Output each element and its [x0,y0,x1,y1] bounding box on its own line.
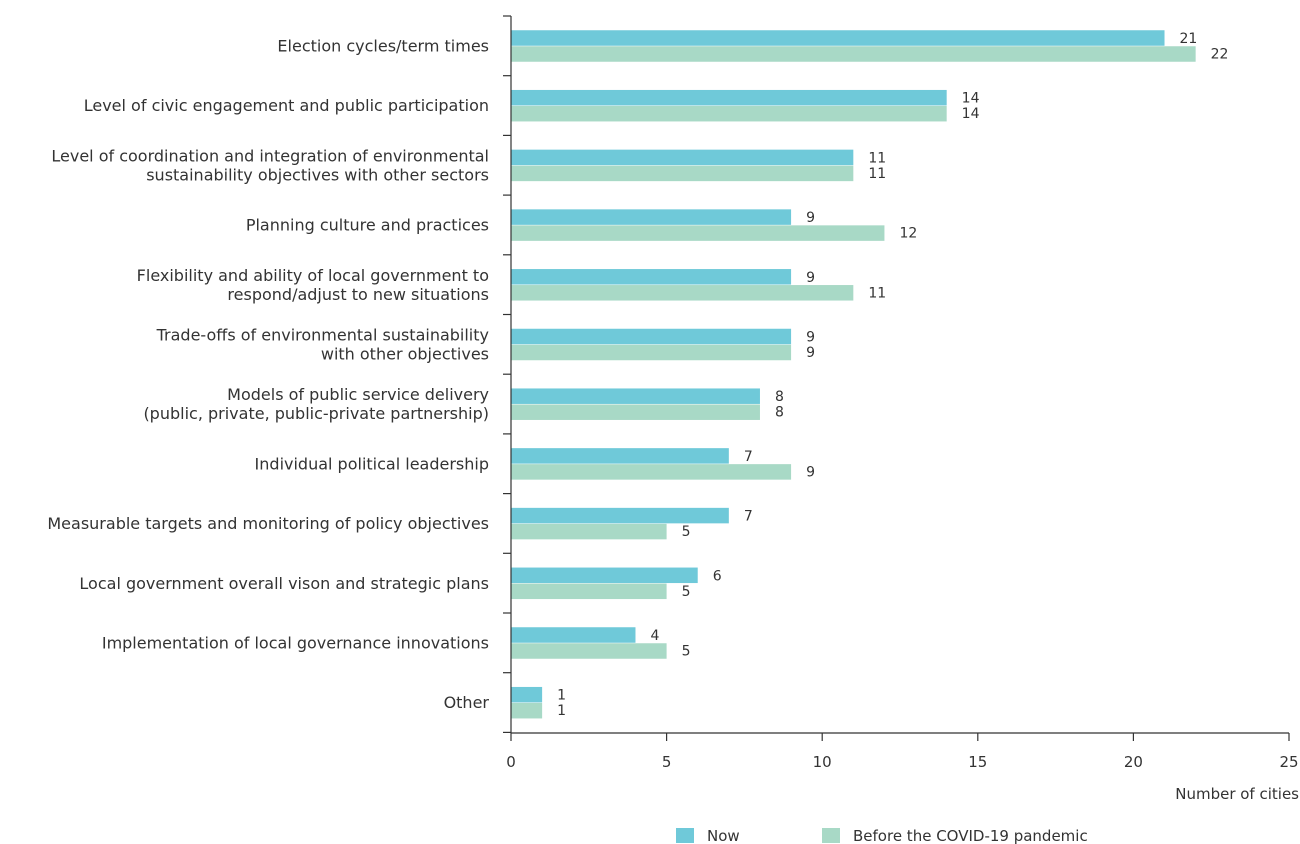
bar-before-covid [511,225,885,241]
legend-label-now: Now [707,827,740,844]
value-label-before-covid: 5 [682,644,691,660]
x-tick-label: 15 [968,753,987,771]
value-label-before-covid: 22 [1211,47,1229,63]
category-label-line: (public, private, public-private partner… [143,404,489,423]
bar-now [511,30,1165,46]
value-label-before-covid: 1 [557,703,566,719]
value-label-now: 14 [962,91,980,107]
value-label-before-covid: 11 [868,166,886,182]
value-label-before-covid: 9 [806,464,815,480]
category-label: Models of public service delivery (public… [143,385,489,423]
category-label-line: with other objectives [321,345,489,364]
category-label-line: Election cycles/term times [277,37,489,56]
category-labels-group: Election cycles/term times Level of civic… [47,37,489,713]
legend: Now Before the COVID-19 pandemic [676,827,1088,844]
category-label-line: Level of civic engagement and public par… [84,96,489,115]
value-label-now: 6 [713,568,722,584]
category-label: Measurable targets and monitoring of pol… [47,514,489,533]
bar-before-covid [511,285,854,301]
category-label-line: Implementation of local governance innov… [102,634,489,653]
bar-before-covid [511,344,792,361]
value-label-before-covid: 9 [806,345,815,361]
bar-before-covid [511,105,947,122]
category-label-line: Local government overall vison and strat… [79,574,489,593]
category-label-line: Trade-offs of environmental sustainabili… [156,326,489,345]
category-label-line: respond/adjust to new situations [227,285,489,304]
bar-now [511,328,792,345]
value-label-now: 7 [744,449,753,465]
bar-now [511,388,760,404]
bars-group [511,30,1196,719]
value-label-before-covid: 5 [682,524,691,540]
bar-before-covid [511,404,760,420]
bar-now [511,507,729,524]
category-label-line: Planning culture and practices [246,216,489,235]
category-label: Election cycles/term times [277,37,489,56]
category-label: Implementation of local governance innov… [102,634,489,653]
bar-now [511,89,947,106]
value-label-now: 9 [806,330,815,346]
x-tick-label: 20 [1124,753,1143,771]
category-label-line: Individual political leadership [255,454,489,473]
value-label-now: 11 [868,150,886,166]
bar-now [511,567,698,584]
value-label-now: 9 [806,270,815,286]
category-label-line: Level of coordination and integration of… [51,146,489,165]
x-tick-label: 5 [662,753,672,771]
category-label: Individual political leadership [255,454,489,473]
bar-before-covid [511,464,792,480]
category-label-line: sustainability objectives with other sec… [146,165,489,184]
category-label: Level of coordination and integration of… [51,146,489,184]
value-label-before-covid: 11 [868,285,886,301]
value-label-now: 4 [650,628,659,644]
x-tick-label: 25 [1279,753,1298,771]
bar-now [511,149,854,166]
category-label-line: Flexibility and ability of local governm… [137,266,489,285]
value-label-now: 21 [1180,31,1198,47]
x-tick-label: 0 [506,753,516,771]
value-label-now: 8 [775,389,784,405]
bar-now [511,209,792,225]
bar-before-covid [511,165,854,182]
x-axis-title: Number of cities [1175,785,1299,803]
category-label-line: Models of public service delivery [227,385,489,404]
category-label: Planning culture and practices [246,216,489,235]
bar-before-covid [511,702,543,719]
bar-before-covid [511,523,667,540]
legend-label-before-covid: Before the COVID-19 pandemic [853,827,1088,844]
value-label-before-covid: 14 [962,106,980,122]
category-label: Level of civic engagement and public par… [84,96,489,115]
category-label: Trade-offs of environmental sustainabili… [156,326,489,364]
value-label-before-covid: 5 [682,584,691,600]
category-label: Other [444,693,490,712]
category-label-line: Other [444,693,490,712]
bar-now [511,627,636,643]
bar-now [511,448,729,464]
bar-before-covid [511,46,1196,62]
value-label-now: 7 [744,509,753,525]
bar-before-covid [511,583,667,600]
bar-now [511,269,792,285]
bar-now [511,686,543,703]
bar-before-covid [511,643,667,659]
x-tick-label: 10 [813,753,832,771]
category-label-line: Measurable targets and monitoring of pol… [47,514,489,533]
legend-swatch-before-covid [822,828,840,843]
legend-swatch-now [676,828,694,843]
value-label-before-covid: 8 [775,405,784,421]
category-label: Flexibility and ability of local governm… [137,266,489,304]
value-label-now: 1 [557,688,566,704]
category-label: Local government overall vison and strat… [79,574,489,593]
value-label-before-covid: 12 [899,226,917,242]
value-label-now: 9 [806,210,815,226]
